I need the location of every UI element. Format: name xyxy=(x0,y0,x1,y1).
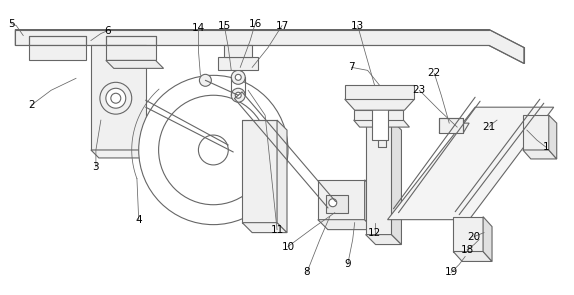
Polygon shape xyxy=(345,85,414,99)
Circle shape xyxy=(235,74,241,80)
Circle shape xyxy=(158,95,268,205)
Circle shape xyxy=(199,74,211,86)
Polygon shape xyxy=(345,99,414,110)
Polygon shape xyxy=(483,217,492,261)
Polygon shape xyxy=(29,35,86,45)
Circle shape xyxy=(199,135,228,165)
Text: 4: 4 xyxy=(135,215,142,225)
Polygon shape xyxy=(106,60,164,68)
Text: 3: 3 xyxy=(92,162,99,172)
Circle shape xyxy=(231,71,245,84)
Text: 16: 16 xyxy=(249,19,262,29)
Polygon shape xyxy=(549,115,557,159)
Polygon shape xyxy=(29,45,86,60)
Polygon shape xyxy=(391,120,401,245)
Text: 1: 1 xyxy=(542,142,549,152)
Polygon shape xyxy=(453,217,483,252)
Bar xyxy=(371,92,387,140)
Text: 23: 23 xyxy=(413,85,426,95)
Polygon shape xyxy=(366,235,401,245)
Polygon shape xyxy=(439,123,469,133)
Text: 11: 11 xyxy=(270,224,284,235)
Circle shape xyxy=(111,93,121,103)
Polygon shape xyxy=(224,45,252,58)
Polygon shape xyxy=(318,220,375,230)
Circle shape xyxy=(235,92,241,98)
Polygon shape xyxy=(242,120,277,223)
Polygon shape xyxy=(218,58,258,71)
Polygon shape xyxy=(523,150,557,159)
Text: 17: 17 xyxy=(276,21,289,31)
Polygon shape xyxy=(523,115,549,150)
Polygon shape xyxy=(91,150,154,158)
Text: 10: 10 xyxy=(281,242,294,252)
Text: 18: 18 xyxy=(460,245,474,255)
Text: 20: 20 xyxy=(468,232,480,242)
Text: 13: 13 xyxy=(351,21,364,31)
Polygon shape xyxy=(91,45,146,150)
Circle shape xyxy=(139,75,288,224)
Polygon shape xyxy=(366,120,391,235)
Polygon shape xyxy=(106,35,156,45)
Text: 2: 2 xyxy=(28,100,34,110)
Bar xyxy=(326,195,348,213)
Polygon shape xyxy=(242,223,287,232)
Text: 19: 19 xyxy=(445,267,458,277)
Polygon shape xyxy=(453,252,492,261)
Text: 21: 21 xyxy=(482,122,496,132)
Circle shape xyxy=(231,88,245,102)
Polygon shape xyxy=(318,180,364,220)
Polygon shape xyxy=(364,180,375,230)
Text: 9: 9 xyxy=(344,259,351,269)
Polygon shape xyxy=(277,120,287,232)
Polygon shape xyxy=(354,120,409,127)
Polygon shape xyxy=(106,45,156,60)
Polygon shape xyxy=(387,107,554,220)
Text: 5: 5 xyxy=(8,19,14,29)
Text: 15: 15 xyxy=(218,21,231,31)
Text: 7: 7 xyxy=(348,62,355,72)
Polygon shape xyxy=(354,110,404,120)
Polygon shape xyxy=(15,30,524,63)
Circle shape xyxy=(100,82,132,114)
Text: 14: 14 xyxy=(192,22,205,32)
Text: 22: 22 xyxy=(428,68,441,78)
Text: 6: 6 xyxy=(104,26,111,36)
Text: 8: 8 xyxy=(304,267,310,277)
Circle shape xyxy=(106,88,126,108)
Circle shape xyxy=(329,199,337,207)
Polygon shape xyxy=(439,118,463,133)
Text: 12: 12 xyxy=(368,228,381,237)
